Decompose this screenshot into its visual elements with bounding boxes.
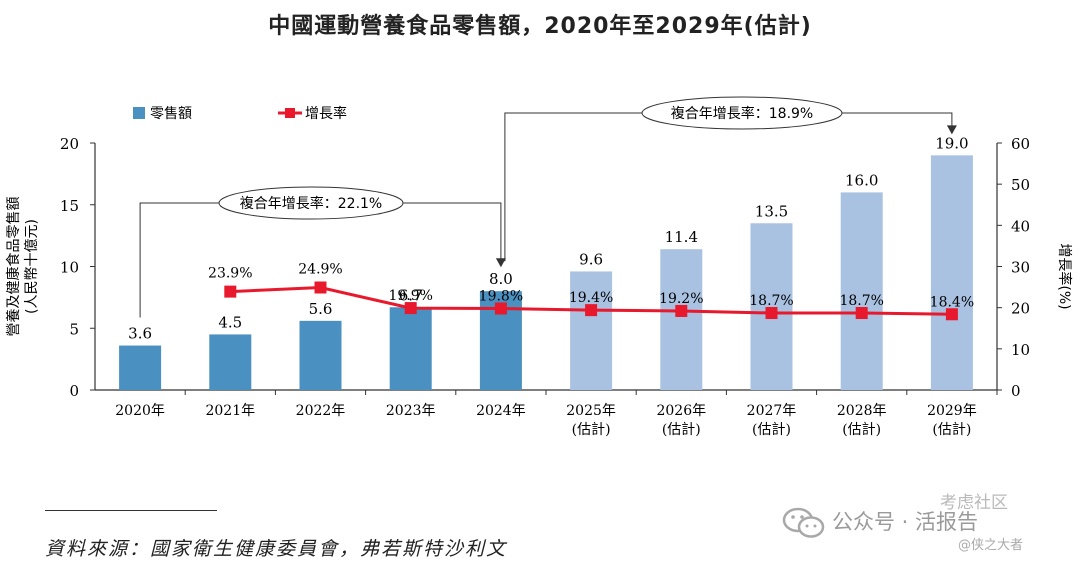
bar-value-label: 8.0: [489, 270, 513, 288]
x-tick-label: 2022年: [296, 403, 346, 419]
y-right-axis-title: 增長率(%): [1056, 243, 1073, 309]
x-tick-label: 2021年: [205, 403, 255, 419]
x-tick-label: (估計): [842, 422, 881, 438]
y-tick-label: 0: [69, 382, 79, 400]
bar-value-label: 9.6: [579, 250, 603, 268]
growth-rate-marker: [404, 302, 417, 315]
wechat-icon: [782, 507, 825, 538]
y-tick-label: 10: [60, 259, 79, 277]
growth-rate-label: 23.9%: [208, 266, 252, 282]
y-right-tick-label: 40: [1011, 217, 1030, 235]
cagr-callout-2: [641, 96, 843, 130]
watermark-small: @侠之大者: [958, 538, 1024, 553]
x-tick-label: 2027年: [747, 403, 797, 419]
x-tick-label: (估計): [572, 422, 611, 438]
growth-rate-label: 19.9%: [388, 288, 432, 304]
bar: [570, 271, 613, 390]
cagr-arrow-1: [495, 258, 506, 268]
cagr-text-2: 複合年增長率：18.9%: [671, 105, 813, 122]
growth-rate-marker: [765, 307, 778, 320]
growth-rate-label: 18.7%: [749, 293, 793, 309]
watermark-text: 公众号 · 活报告: [832, 510, 979, 534]
growth-rate-marker: [585, 304, 598, 317]
watermark-sub: 考虑社区: [940, 493, 1008, 513]
bar: [119, 345, 162, 390]
cagr-bracket-2: [504, 112, 953, 262]
source-divider: [45, 510, 217, 511]
growth-rate-marker: [314, 281, 327, 294]
x-tick-label: 2024年: [476, 403, 526, 419]
growth-rate-label: 19.8%: [479, 288, 523, 304]
growth-rate-marker: [224, 285, 237, 298]
y-tick-label: 20: [60, 135, 79, 153]
x-tick-label: 2025年: [566, 403, 616, 419]
legend-line-label: 增長率: [305, 105, 347, 122]
bar: [389, 307, 432, 390]
bar-value-label: 4.5: [218, 313, 242, 331]
growth-rate-marker: [494, 302, 507, 315]
chart-title: 中國運動營養食品零售額，2020年至2029年(估計): [268, 14, 812, 39]
x-tick-label: 2020年: [115, 403, 165, 419]
bar: [930, 155, 973, 390]
bar: [840, 192, 883, 390]
x-tick-label: (估計): [662, 422, 701, 438]
growth-rate-label: 18.4%: [930, 294, 974, 310]
y-tick-label: 15: [60, 197, 79, 215]
growth-rate-marker: [855, 307, 868, 320]
bar-value-label: 13.5: [755, 202, 788, 220]
y-right-tick-label: 10: [1011, 341, 1030, 359]
legend-bar-swatch: [133, 107, 145, 119]
y-right-tick-label: 0: [1011, 382, 1021, 400]
x-tick-label: 2029年: [927, 403, 977, 419]
cagr-text-1: 複合年增長率：22.1%: [240, 195, 382, 212]
y-right-tick-label: 50: [1011, 176, 1030, 194]
y-right-tick-label: 20: [1011, 300, 1030, 318]
x-tick-label: (估計): [752, 422, 791, 438]
bar-value-label: 11.4: [665, 228, 698, 246]
bar-value-label: 5.6: [309, 300, 333, 318]
bar-value-label: 6.7: [399, 286, 423, 304]
bar-value-label: 3.6: [128, 325, 152, 343]
x-tick-label: (估計): [932, 422, 971, 438]
y-tick-label: 5: [69, 320, 79, 338]
legend-line-marker: [285, 108, 295, 118]
x-tick-label: 2026年: [656, 403, 706, 419]
y-axis-title: 營養及健康食品零售額: [5, 197, 22, 337]
cagr-arrow-2: [946, 125, 957, 135]
growth-rate-marker: [675, 304, 688, 317]
x-tick-label: 2028年: [837, 403, 887, 419]
x-tick-label: 2023年: [386, 403, 436, 419]
y-axis-title: (人民幣十億元): [24, 219, 40, 314]
bar: [750, 223, 793, 390]
bar-value-label: 16.0: [845, 171, 878, 189]
bar: [209, 334, 252, 390]
source-note: 資料來源：國家衛生健康委員會，弗若斯特沙利文: [45, 538, 508, 560]
bar: [660, 249, 703, 390]
growth-rate-label: 24.9%: [298, 261, 342, 277]
growth-rate-label: 18.7%: [839, 293, 883, 309]
cagr-callout-1: [218, 186, 404, 220]
y-right-tick-label: 30: [1011, 259, 1030, 277]
legend-bar-label: 零售額: [150, 106, 192, 122]
growth-rate-marker: [945, 308, 958, 321]
y-right-tick-label: 60: [1011, 135, 1030, 153]
bar-value-label: 19.0: [935, 134, 968, 152]
growth-rate-label: 19.4%: [569, 290, 613, 306]
growth-rate-label: 19.2%: [659, 291, 703, 307]
bar: [299, 320, 342, 390]
